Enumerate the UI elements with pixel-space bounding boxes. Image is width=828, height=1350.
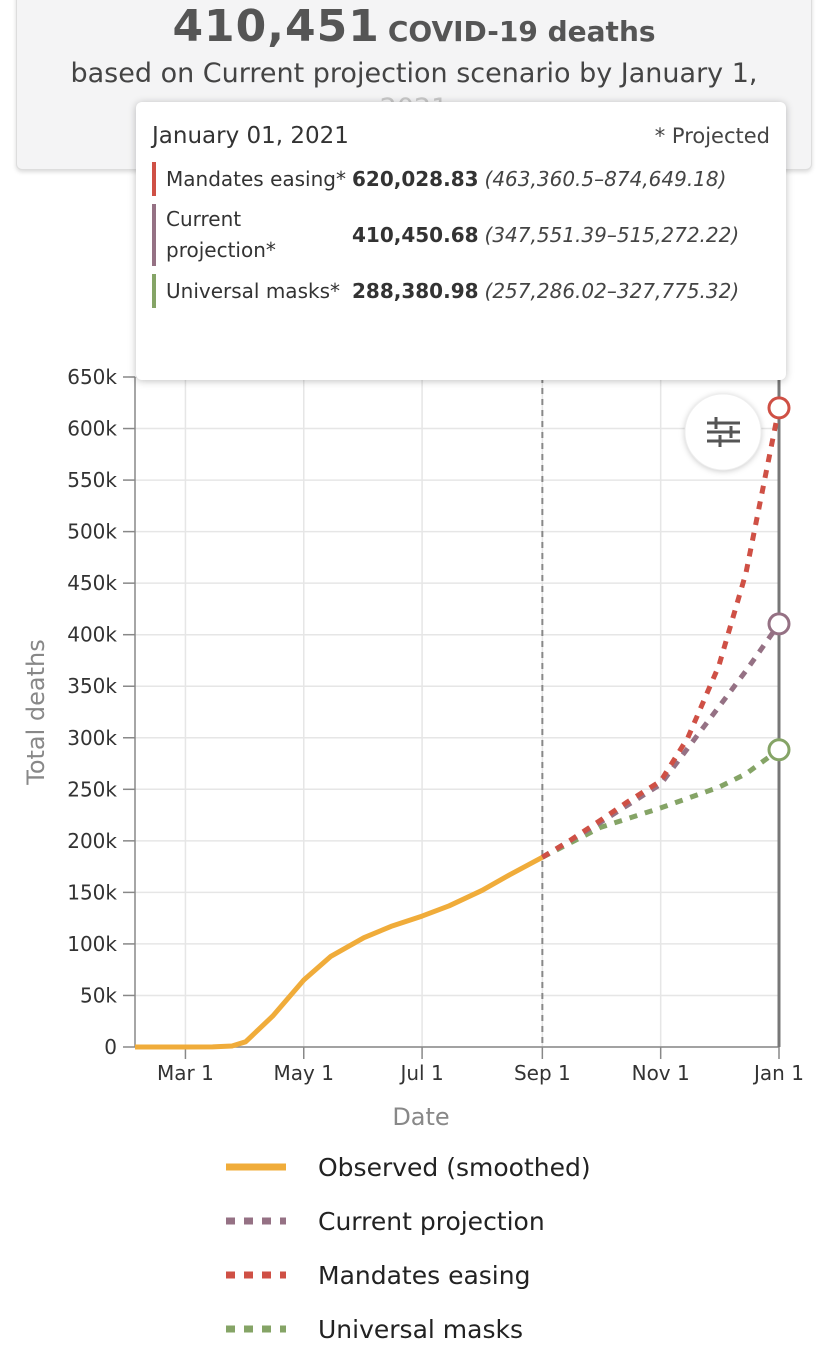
x-tick-label: May 1 (274, 1061, 334, 1085)
end-point (767, 612, 791, 636)
tooltip-name: Current projection* (166, 207, 276, 262)
y-tick-label: 0 (104, 1035, 117, 1059)
tooltip-name: Mandates easing* (166, 166, 346, 191)
tooltip-note: * Projected (654, 124, 770, 148)
legend-label: Observed (smoothed) (318, 1153, 591, 1182)
y-tick-label: 500k (67, 520, 117, 544)
filter-icon (707, 417, 740, 447)
x-axis-label: Date (392, 1103, 449, 1131)
end-point (767, 396, 791, 420)
y-tick-label: 200k (67, 829, 117, 853)
y-tick-label: 150k (67, 880, 117, 904)
legend-label: Current projection (318, 1207, 545, 1236)
y-tick-label: 300k (67, 726, 117, 750)
y-tick-label: 350k (67, 674, 117, 698)
y-tick-label: 600k (67, 417, 117, 441)
series-line (135, 855, 544, 1050)
tooltip-range: (463,360.5–874,649.18) (484, 167, 727, 191)
subtitle: based on Current projection scenario by … (70, 58, 758, 89)
x-tick-label: Jul 1 (398, 1061, 443, 1085)
tooltip: January 01, 2021 * Projected Mandates ea… (136, 102, 786, 380)
tooltip-row: Current projection* 410,450.68 (347,551.39… (152, 204, 770, 266)
y-tick-label: 250k (67, 777, 117, 801)
x-tick-label: Nov 1 (632, 1061, 690, 1085)
x-tick-label: Sep 1 (514, 1061, 571, 1085)
x-tick-label: Jan 1 (752, 1061, 804, 1085)
y-tick-label: 450k (67, 571, 117, 595)
y-axis-label: Total deaths (22, 639, 50, 786)
tooltip-value: 288,380.98 (352, 279, 479, 303)
legend-label: Universal masks (318, 1315, 523, 1344)
tooltip-name: Universal masks* (166, 278, 340, 303)
tooltip-value: 620,028.83 (352, 167, 479, 191)
total-deaths: 410,451 (172, 1, 380, 52)
tooltip-row: Universal masks* 288,380.98 (257,286.02–32… (152, 274, 770, 308)
y-tick-label: 50k (80, 983, 117, 1007)
series-line (541, 747, 781, 860)
x-tick-label: Mar 1 (157, 1061, 214, 1085)
y-tick-label: 100k (67, 932, 117, 956)
legend-label: Mandates easing (318, 1261, 530, 1290)
tooltip-range: (257,286.02–327,775.32) (484, 279, 740, 303)
total-label: COVID-19 deaths (387, 15, 656, 48)
tooltip-date: January 01, 2021 (152, 123, 349, 149)
tooltip-row: Mandates easing* 620,028.83 (463,360.5–874… (152, 162, 770, 196)
y-tick-label: 650k (67, 365, 117, 389)
tooltip-value: 410,450.68 (352, 223, 479, 247)
y-tick-label: 400k (67, 623, 117, 647)
end-point (767, 738, 791, 762)
tooltip-range: (347,551.39–515,272.22) (484, 223, 740, 247)
y-tick-label: 550k (67, 468, 117, 492)
